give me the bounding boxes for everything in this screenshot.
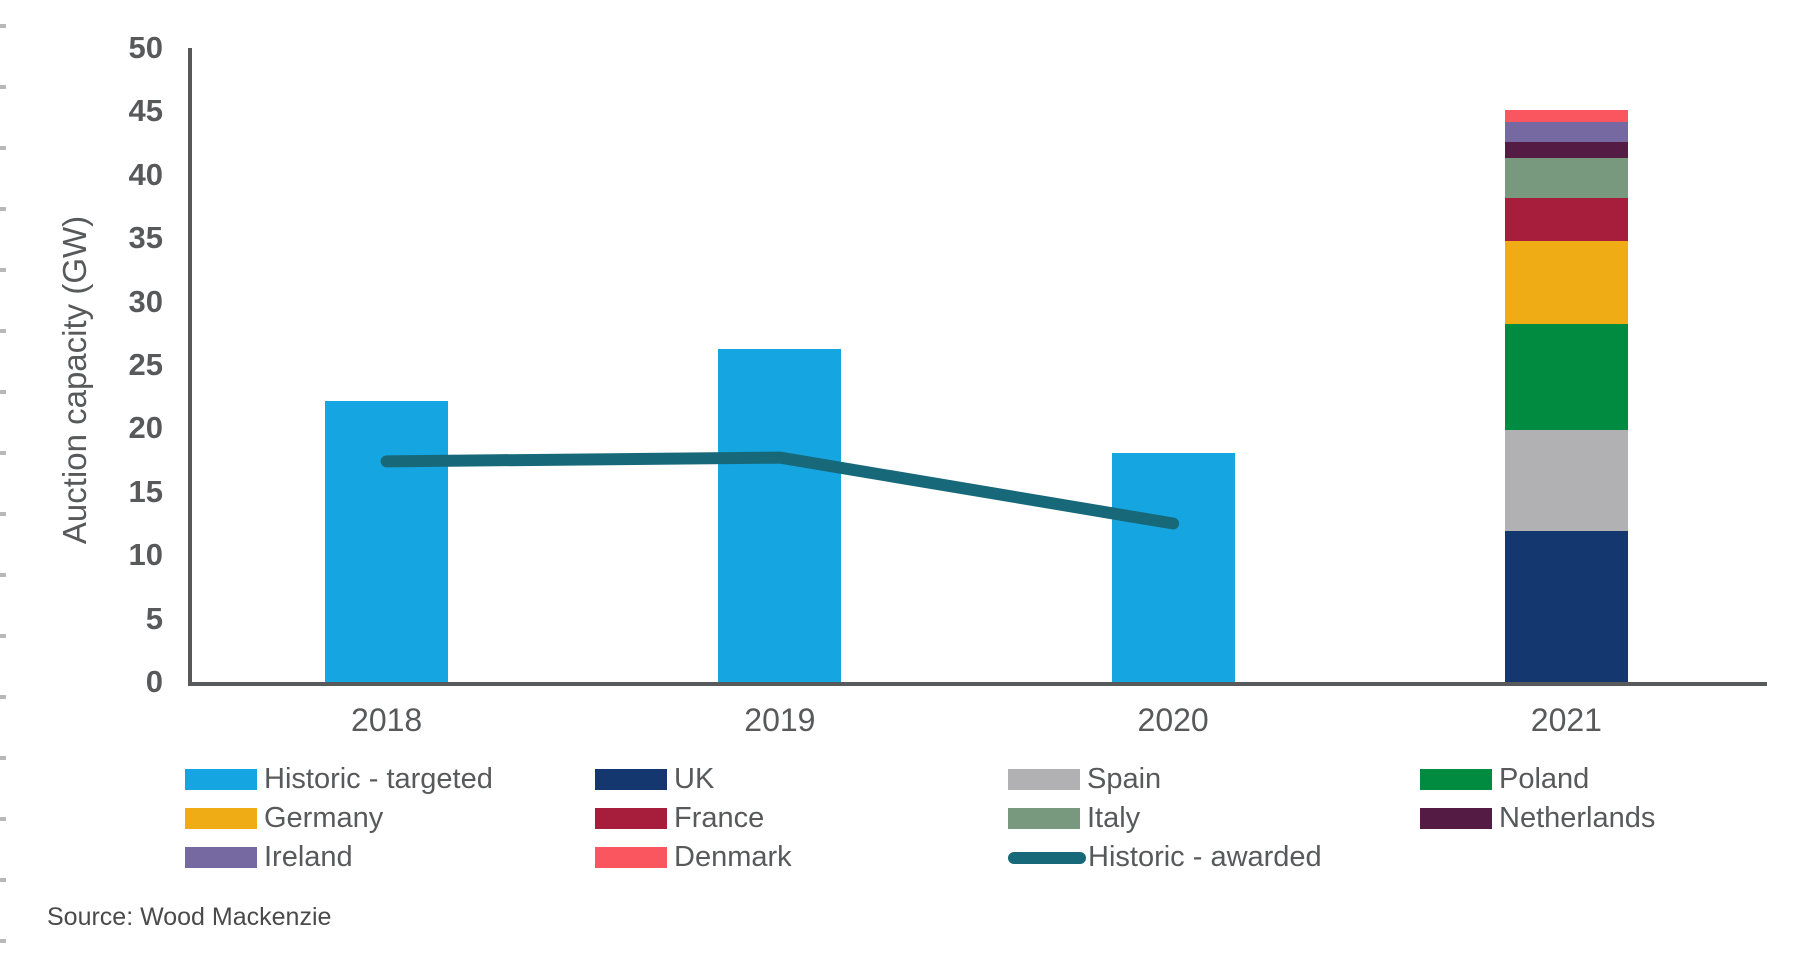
legend-swatch-bar — [185, 808, 257, 829]
legend-label: Historic - awarded — [1088, 841, 1322, 873]
legend-label: France — [674, 802, 765, 834]
y-tick-label-30: 30 — [128, 283, 163, 319]
left-edge-tick-marks — [0, 24, 6, 958]
legend-label: Germany — [264, 802, 384, 834]
y-tick-label-50: 50 — [128, 30, 163, 65]
legend-swatch-bar — [1008, 808, 1080, 829]
y-tick-label-0: 0 — [145, 664, 163, 699]
bar-segment-netherlands — [1504, 141, 1628, 159]
chart-legend: Historic - targeted UK Spain Poland Germany F… — [185, 760, 1775, 877]
legend-label: Denmark — [674, 841, 792, 873]
bar-historic-targeted-2018 — [325, 400, 449, 682]
legend-label: Netherlands — [1499, 802, 1656, 834]
legend-item-historic-targeted: Historic - targeted — [185, 763, 595, 796]
legend-swatch-line — [1008, 851, 1086, 864]
x-tick-label-2018: 2018 — [351, 702, 423, 738]
source-note: Source: Wood Mackenzie — [47, 903, 332, 931]
y-tick-label-5: 5 — [145, 600, 163, 636]
y-tick-label-15: 15 — [128, 473, 163, 509]
x-tick-label-2021: 2021 — [1530, 702, 1602, 738]
bar-segment-poland — [1504, 324, 1628, 430]
legend-label: UK — [674, 763, 715, 795]
legend-label: Italy — [1087, 802, 1141, 834]
legend-label: Ireland — [264, 841, 353, 873]
x-tick-label-2019: 2019 — [744, 702, 816, 738]
legend-item-spain: Spain — [1008, 763, 1420, 796]
legend-item-poland: Poland — [1420, 763, 1775, 796]
bar-segment-france — [1504, 197, 1628, 241]
y-tick-label-35: 35 — [128, 220, 163, 256]
legend-item-france: France — [595, 802, 1008, 835]
y-tick-label-25: 25 — [128, 347, 163, 382]
bar-segment-spain — [1504, 429, 1628, 532]
bar-historic-targeted-2020 — [1111, 452, 1235, 682]
legend-item-germany: Germany — [185, 802, 595, 835]
legend-item-historic-awarded: Historic - awarded — [1008, 841, 1420, 874]
legend-label: Historic - targeted — [264, 763, 493, 795]
legend-item-denmark: Denmark — [595, 841, 1008, 874]
bar-historic-targeted-2019 — [718, 348, 842, 682]
plot-area — [188, 48, 1767, 686]
legend-swatch-bar — [1008, 769, 1080, 790]
legend-swatch-bar — [185, 847, 257, 868]
legend-swatch-bar — [595, 769, 667, 790]
bar-segment-uk — [1504, 531, 1628, 682]
legend-item-ireland: Ireland — [185, 841, 595, 874]
legend-item-uk: UK — [595, 763, 1008, 796]
legend-swatch-bar — [1420, 769, 1492, 790]
legend-label: Spain — [1087, 763, 1162, 795]
legend-swatch-bar — [595, 847, 667, 868]
legend-swatch-bar — [185, 769, 257, 790]
bar-segment-ireland — [1504, 121, 1628, 142]
bar-segment-italy — [1504, 158, 1628, 198]
y-tick-label-20: 20 — [128, 410, 163, 446]
legend-label: Poland — [1499, 763, 1590, 795]
y-tick-label-10: 10 — [128, 537, 163, 573]
bar-segment-germany — [1504, 240, 1628, 325]
legend-item-netherlands: Netherlands — [1420, 802, 1775, 835]
y-tick-label-45: 45 — [128, 93, 163, 129]
x-tick-label-2020: 2020 — [1137, 702, 1209, 738]
y-tick-label-40: 40 — [128, 156, 163, 192]
legend-swatch-bar — [1420, 808, 1492, 829]
legend-item-italy: Italy — [1008, 802, 1420, 835]
legend-swatch-bar — [595, 808, 667, 829]
bar-segment-denmark — [1504, 110, 1628, 122]
